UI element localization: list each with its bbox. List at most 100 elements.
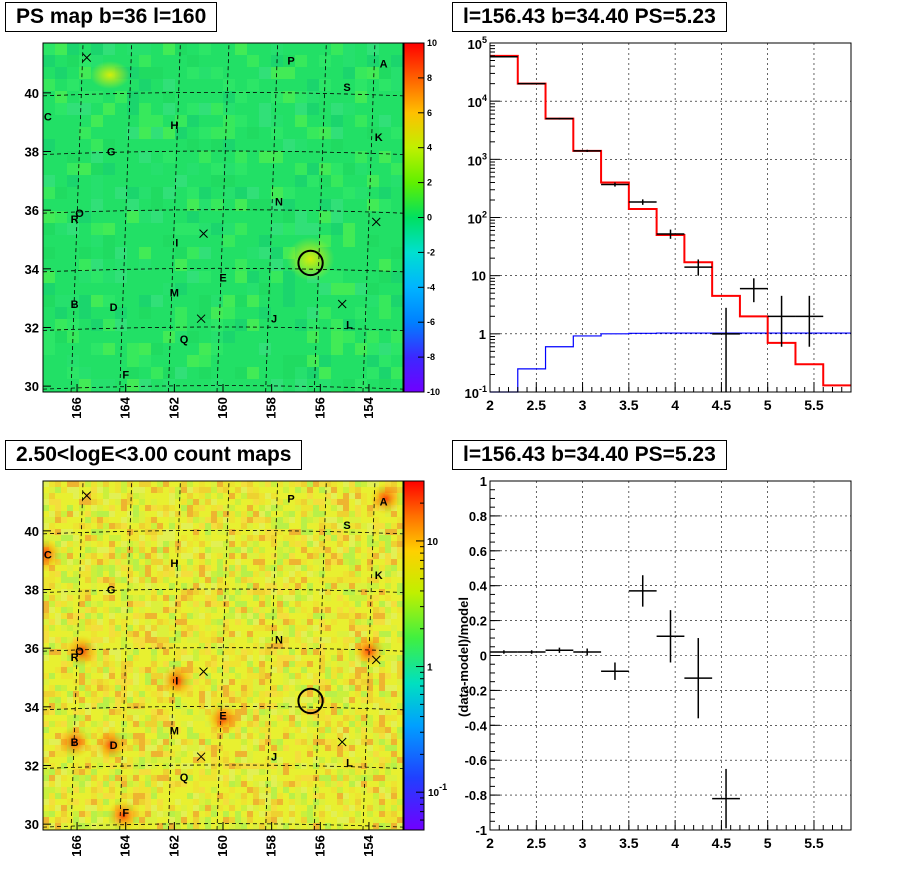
spectrum-data-points: [490, 56, 824, 392]
source-label: O: [75, 646, 84, 658]
residual-x-ticks: 2 2.5 3 3.5 4 4.5 5 5.5: [486, 820, 852, 851]
ps-map-title: PS map b=36 l=160: [5, 2, 218, 32]
longitude-grid-line: [265, 481, 279, 830]
x-tick-label: 158: [264, 835, 279, 857]
count-map-colorbar: [404, 481, 424, 830]
residual-x-tick-label: 4.5: [712, 835, 732, 851]
x-tick-label: 156: [312, 835, 327, 857]
source-label: B: [71, 737, 79, 749]
cross-marker: [196, 314, 206, 324]
colorbar-tick-label: -4: [427, 282, 435, 292]
colorbar-tick-label: 2: [427, 178, 432, 188]
spectrum-y-tick-label: 10-1: [465, 384, 487, 401]
source-label: H: [170, 558, 178, 570]
source-label: A: [380, 497, 388, 509]
source-label: N: [275, 196, 283, 208]
residual-y-tick-label: 1: [480, 474, 487, 489]
source-label: J: [271, 752, 277, 764]
colorbar-tick-label: 10: [427, 537, 439, 548]
spectrum-y-tick-label: 105: [468, 35, 487, 52]
residual-x-tick-label: 5: [764, 835, 772, 851]
longitude-grid-line: [265, 43, 279, 392]
cross-marker: [371, 217, 381, 227]
spectrum-title: l=156.43 b=34.40 PS=5.23: [452, 2, 727, 32]
source-label: M: [170, 725, 179, 737]
source-label: I: [175, 675, 178, 687]
count-map-title: 2.50<logE<3.00 count maps: [5, 440, 303, 470]
source-label: A: [380, 59, 388, 71]
cross-marker: [199, 667, 208, 676]
source-label: D: [110, 740, 118, 752]
residual-y-tick-label: -0.2: [465, 683, 487, 698]
ps-map-target-circle: [297, 249, 324, 277]
residual-y-axis-label: (data-model)/model: [456, 597, 471, 717]
y-tick-label: 40: [25, 524, 39, 539]
count-map-cross-markers: [82, 491, 381, 762]
y-tick-label: 36: [25, 203, 39, 218]
source-label: B: [71, 299, 79, 311]
spectrum-y-tick-label: 103: [468, 151, 487, 168]
residual-x-tick-label: 2.5: [527, 835, 547, 851]
cross-marker: [82, 53, 92, 63]
residual-y-tick-label: -1: [475, 823, 487, 838]
colorbar-tick-label: 1: [427, 663, 433, 674]
residual-y-tick-label: -0.6: [465, 753, 487, 768]
cross-marker: [82, 491, 92, 501]
colorbar-tick-label: 8: [427, 73, 432, 83]
ps-hotspot: [90, 61, 130, 89]
residual-x-tick-label: 5.5: [804, 835, 824, 851]
count-bright-spot: [207, 702, 239, 735]
x-tick-label: 166: [69, 397, 84, 419]
ps-map-x-ticks: 166 164 162 160 158 156 154: [69, 384, 376, 419]
residual-y-tick-label: 0.4: [469, 579, 488, 594]
source-label: J: [271, 314, 277, 326]
spectrum-panel: 2 2.5 3 3.5 4 4.5 5 5.5 10-1 1 10 102 103 104 105: [465, 35, 852, 413]
source-label: K: [375, 570, 383, 582]
count-map-bright-spots: [43, 482, 402, 830]
spectrum-x-tick-label: 3.5: [619, 397, 639, 413]
longitude-grid-line: [167, 481, 181, 830]
source-label: R: [71, 214, 79, 226]
x-tick-label: 166: [69, 835, 84, 857]
count-bright-spot: [160, 664, 193, 697]
cross-marker: [371, 655, 381, 665]
colorbar-tick-label: -6: [427, 317, 435, 327]
y-tick-label: 38: [25, 145, 39, 160]
longitude-grid-line: [216, 481, 230, 830]
longitude-grid-line: [313, 481, 327, 830]
y-tick-label: 40: [25, 86, 39, 101]
cross-marker: [337, 737, 347, 747]
residual-title: l=156.43 b=34.40 PS=5.23: [452, 440, 727, 470]
ps-map-coordinate-grid: [43, 43, 403, 392]
source-label: C: [44, 111, 52, 123]
count-map-colorbar-ticks: 10-1 1 10: [416, 480, 447, 831]
x-tick-label: 156: [312, 397, 327, 419]
source-label: D: [110, 302, 118, 314]
cross-marker: [337, 299, 347, 309]
colorbar-tick-label: -2: [427, 247, 435, 257]
x-tick-label: 160: [215, 397, 230, 419]
x-tick-label: 154: [361, 834, 376, 856]
source-label: Q: [180, 772, 189, 784]
source-label: H: [170, 120, 178, 132]
count-map-x-ticks: 166 164 162 160 158 156 154: [69, 822, 376, 857]
y-tick-label: 36: [25, 641, 39, 656]
longitude-grid-line: [313, 43, 327, 392]
ps-map-cross-markers: [82, 53, 381, 324]
source-label: Q: [180, 334, 189, 346]
ps-hotspot: [286, 236, 335, 281]
source-label: O: [75, 208, 84, 220]
count-bright-spot: [65, 635, 98, 668]
residual-data-points: [490, 575, 740, 829]
source-label: P: [287, 494, 294, 506]
spectrum-source-model-line: [490, 332, 851, 393]
source-label: C: [44, 549, 52, 561]
ps-map-colorbar-ticks: -10 -8 -6 -4 -2 0 2 4 6 8 10: [418, 38, 440, 397]
x-tick-label: 162: [166, 397, 181, 419]
x-tick-label: 158: [264, 397, 279, 419]
ps-map-source-labels: A B C D E F G H I J K L M N O P Q R S: [44, 56, 388, 382]
spectrum-y-ticks: 10-1 1 10 102 103 104 105: [465, 35, 500, 401]
cross-marker: [196, 752, 206, 762]
residual-x-tick-label: 3: [579, 835, 587, 851]
